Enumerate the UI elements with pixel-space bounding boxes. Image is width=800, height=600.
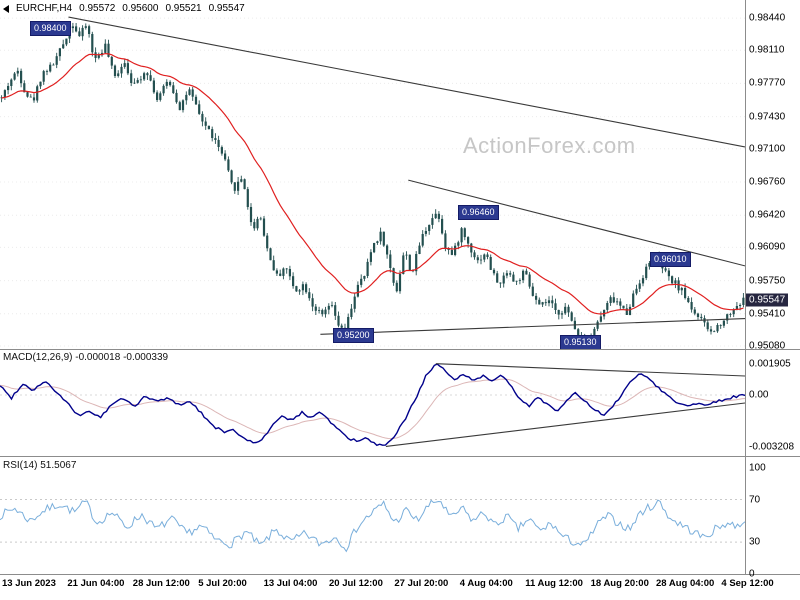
panel-divider	[0, 456, 800, 457]
high-value: 0.95600	[122, 3, 159, 14]
date-axis-label: 4 Aug 04:00	[459, 578, 513, 589]
price-level-label: 0.98400	[30, 21, 71, 36]
date-axis-label: 18 Aug 20:00	[590, 578, 649, 589]
axis-divider	[745, 0, 746, 574]
rsi-indicator-label: RSI(14) 51.5067	[3, 460, 77, 471]
axis-label: 0.96090	[749, 241, 786, 253]
date-axis-label: 13 Jun 2023	[2, 578, 56, 589]
axis-label: 0.001905	[749, 358, 791, 370]
axis-label: 0.96760	[749, 176, 786, 188]
panel-divider	[0, 574, 800, 575]
axis-label: 100	[749, 462, 766, 474]
open-value: 0.95572	[79, 3, 116, 14]
price-level-label: 0.96010	[650, 252, 691, 267]
axis-label: 70	[749, 494, 761, 505]
main-price-chart-canvas	[0, 16, 745, 349]
axis-label: 30	[749, 536, 761, 548]
panel-divider	[0, 349, 800, 350]
axis-label: 0.95410	[749, 308, 786, 320]
date-axis-label: 27 Jul 20:00	[394, 578, 449, 589]
macd-chart-canvas	[0, 363, 745, 447]
symbol-marker-icon	[3, 4, 9, 13]
date-axis-label: 20 Jul 12:00	[329, 578, 383, 589]
watermark: ActionForex.com	[463, 133, 636, 158]
date-axis-label: 13 Jul 04:00	[263, 578, 318, 589]
axis-label: 0.97430	[749, 111, 786, 123]
rsi-chart-canvas	[0, 499, 745, 553]
macd-indicator-label: MACD(12,26,9) -0.000018 -0.000339	[3, 352, 169, 363]
price-level-label: 0.96460	[458, 205, 499, 220]
symbol-timeframe-label: EURCHF,H4	[16, 3, 73, 14]
price-level-label: 0.95130	[560, 335, 601, 350]
price-level-label: 0.95200	[333, 328, 374, 343]
ohlc-header: EURCHF,H4 0.95572 0.95600 0.95521 0.9554…	[3, 3, 245, 14]
date-axis-label: 11 Aug 12:00	[525, 578, 583, 589]
date-axis-label: 28 Jun 12:00	[132, 578, 190, 589]
axis-label: 0.96420	[749, 209, 786, 221]
axis-label: 0	[749, 568, 755, 580]
axis-label: 0.00	[749, 389, 769, 401]
date-axis-label: 28 Aug 04:00	[656, 578, 715, 589]
last-price-tag: 0.95547	[746, 293, 789, 307]
close-value: 0.95547	[208, 3, 245, 14]
date-axis-label: 21 Jun 04:00	[67, 578, 125, 589]
low-value: 0.95521	[165, 3, 202, 14]
axis-label: 0.97100	[749, 143, 786, 155]
date-axis-label: 4 Sep 12:00	[721, 578, 774, 589]
axis-label: 0.95080	[749, 340, 786, 352]
axis-label: 0.98440	[749, 12, 786, 24]
date-axis-label: 5 Jul 20:00	[198, 578, 247, 589]
axis-label: -0.003208	[749, 441, 795, 452]
axis-label: 0.97770	[749, 77, 786, 89]
axis-label: 0.95750	[749, 275, 786, 287]
axis-label: 0.98110	[749, 44, 785, 56]
